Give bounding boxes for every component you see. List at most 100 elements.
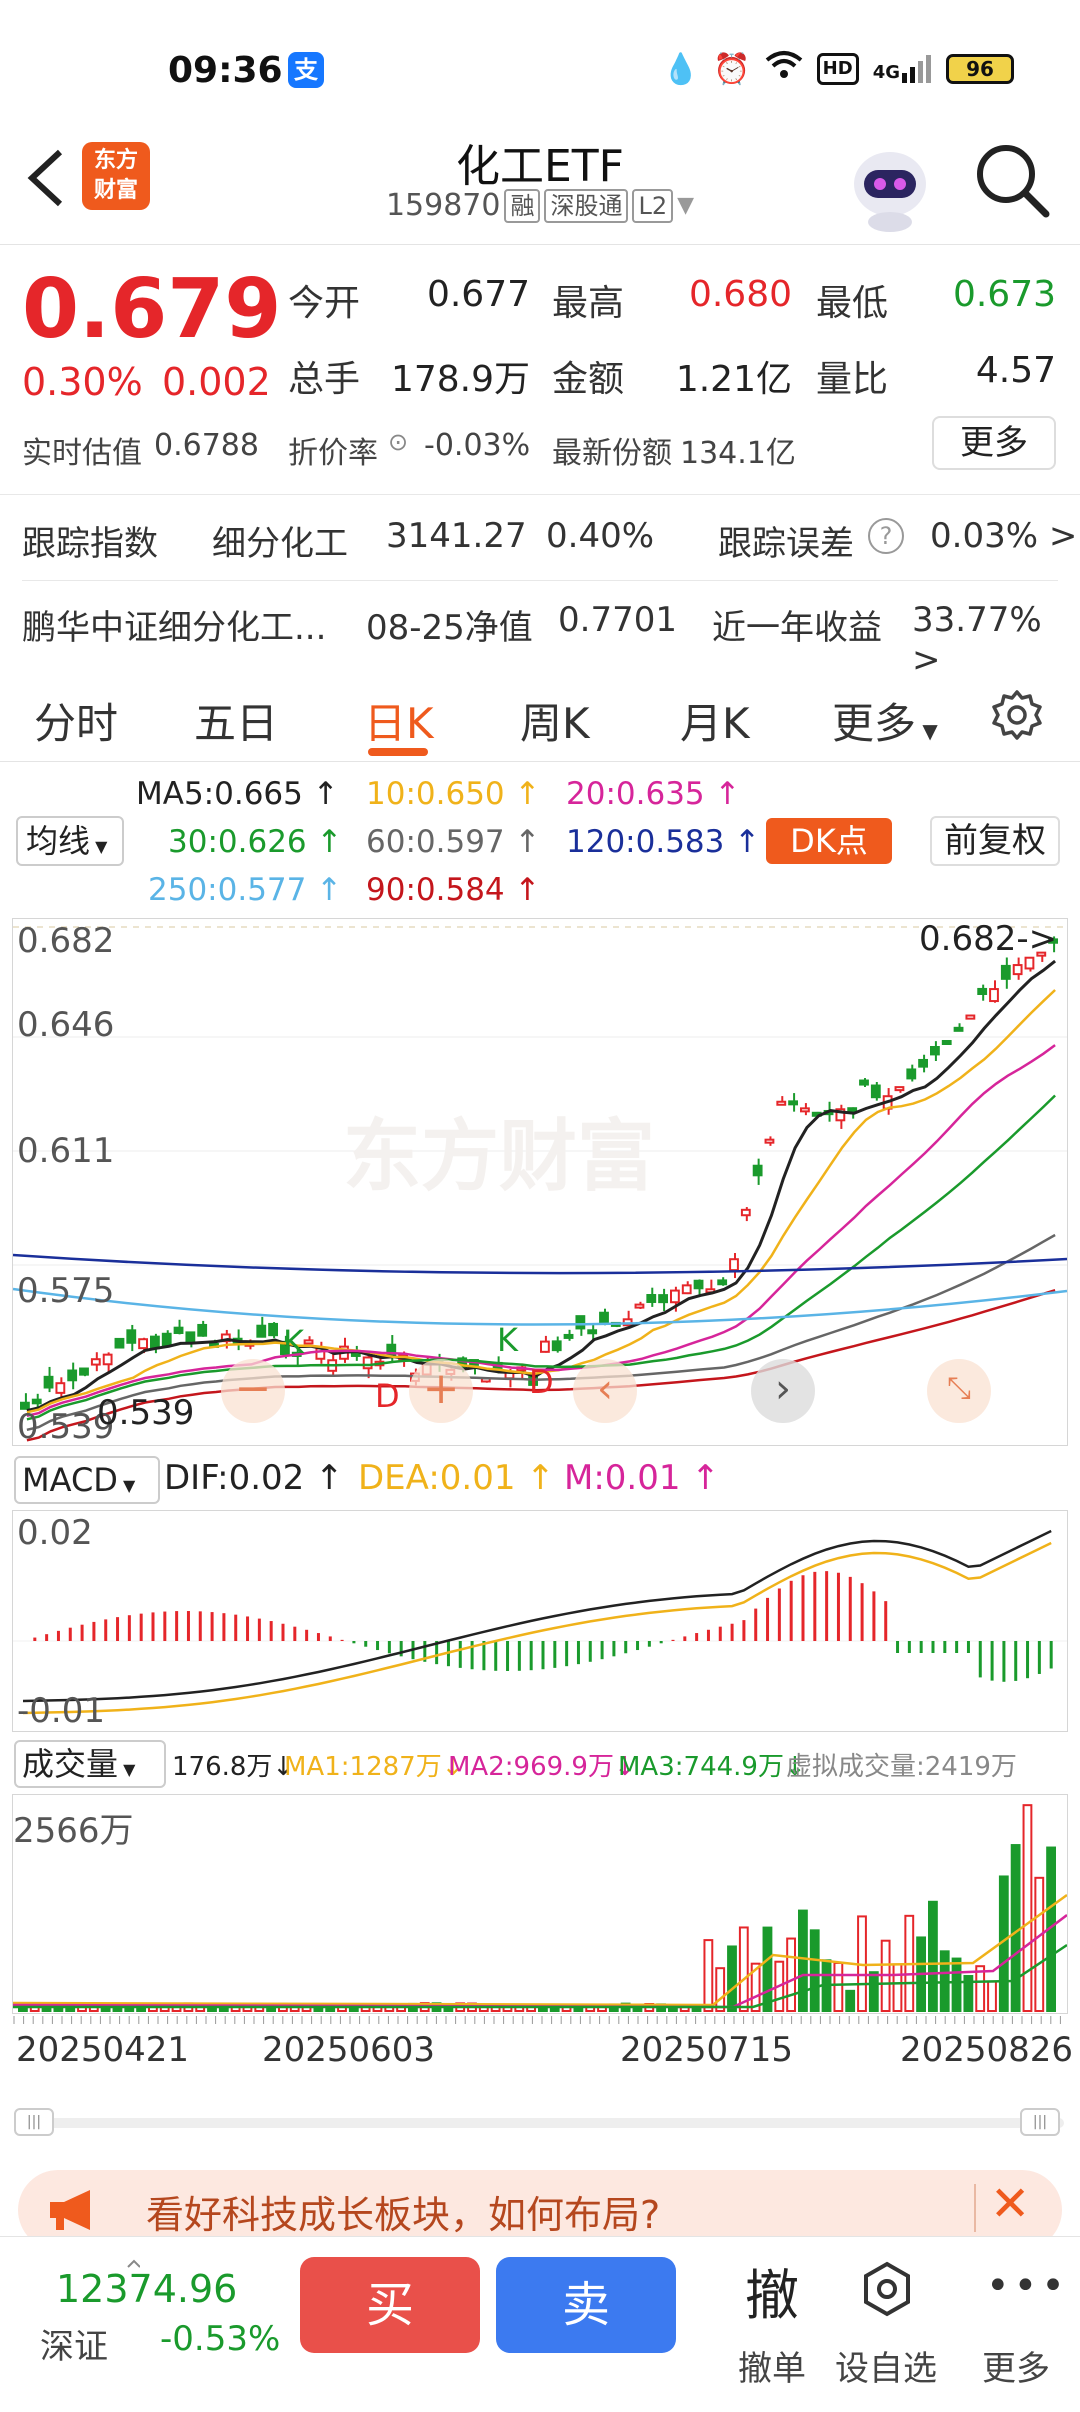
k-marker: K xyxy=(283,1323,304,1361)
page-title: 化工ETF xyxy=(456,141,624,192)
divider xyxy=(0,494,1080,495)
scroll-left-button[interactable]: ‹ xyxy=(573,1359,637,1423)
year-return-value[interactable]: 33.77% > xyxy=(912,600,1042,680)
more-actions-label: 更多 xyxy=(982,2349,1050,2389)
caret-down-icon: ▼ xyxy=(916,719,938,743)
macd-chart[interactable]: 0.02 -0.01 xyxy=(12,1510,1068,1732)
dk-point-button[interactable]: DK点 xyxy=(766,818,892,864)
add-favorite-button[interactable]: 设自选 xyxy=(830,2237,942,2412)
app-logo: 东方 财富 xyxy=(82,142,150,210)
adjust-button[interactable]: 前复权 xyxy=(930,816,1060,866)
zoom-out-button[interactable]: − xyxy=(221,1359,285,1423)
candle-body xyxy=(551,1340,562,1352)
kline-chart[interactable]: 东方财富 0.682 0.646 0.611 0.575 0.539 0.682… xyxy=(12,918,1068,1447)
more-dots-icon: ••• xyxy=(986,2263,1069,2309)
expand-icon: ⤡ xyxy=(947,1371,971,1406)
ma90-label: 90:0.584 ↑ xyxy=(366,872,541,908)
fullscreen-button[interactable]: ⤡ xyxy=(927,1359,991,1423)
kline-plot: 东方财富 xyxy=(13,926,1067,1442)
index-value[interactable]: 12374.96 xyxy=(56,2267,238,2311)
tab-intraday[interactable]: 分时 xyxy=(34,699,119,748)
app-header: 化工ETF 159870 融 深股通 L2 ▼ 东方 财富 xyxy=(0,130,1080,245)
cancel-order-button[interactable]: 撤 撤单 xyxy=(716,2237,828,2412)
volume-selector[interactable]: 成交量 ▼ xyxy=(14,1740,166,1788)
zoom-in-button[interactable]: + xyxy=(409,1359,473,1423)
range-slider[interactable]: ||| ||| xyxy=(14,2108,1064,2136)
close-icon[interactable]: ✕ xyxy=(990,2176,1031,2232)
hexagon-icon xyxy=(864,2261,910,2317)
tracking-error-value[interactable]: 0.03% > xyxy=(930,516,1078,556)
ma30-value: 30:0.626 xyxy=(168,824,307,860)
ma-selector[interactable]: 均线 ▼ xyxy=(16,816,124,866)
y-label-bottom: 0.539 xyxy=(17,1407,115,1447)
settings-button[interactable] xyxy=(990,688,1044,746)
buy-button[interactable]: 买 xyxy=(300,2257,480,2353)
candle-body xyxy=(1012,964,1023,976)
tab-monthly-k[interactable]: 月K xyxy=(680,699,750,748)
tab-five-day[interactable]: 五日 xyxy=(194,699,279,748)
volume-y-top: 2566万 xyxy=(13,1811,134,1851)
stock-subtitle[interactable]: 159870 融 深股通 L2 ▼ xyxy=(0,188,1080,223)
dea-line xyxy=(22,1541,1052,1715)
tracking-index-label: 跟踪指数 xyxy=(22,524,158,564)
macd-selector-label: MACD xyxy=(22,1461,118,1499)
caret-down-icon: ▼ xyxy=(90,837,108,856)
tab-more[interactable]: 更多 ▼ xyxy=(832,690,938,751)
volume-bar xyxy=(1010,1844,1021,2012)
ma10-value: 10:0.650 xyxy=(366,776,505,812)
shares-label: 最新份额 xyxy=(552,436,672,471)
candle-body xyxy=(870,1084,881,1099)
info-icon[interactable]: ⊙ xyxy=(388,428,409,456)
scroll-right-button[interactable]: › xyxy=(751,1359,815,1423)
volume-label: 总手 xyxy=(288,359,361,400)
search-button[interactable] xyxy=(972,140,1052,220)
back-button[interactable] xyxy=(24,148,68,219)
volume-bar xyxy=(1034,1876,1045,2012)
y-label-top: 0.682 xyxy=(17,921,115,961)
tracking-index-name[interactable]: 细分化工 xyxy=(212,524,348,564)
candle-body xyxy=(1036,951,1047,957)
more-quote-button[interactable]: 更多 xyxy=(932,416,1056,470)
x-date-2: 20250603 xyxy=(262,2030,436,2070)
active-tab-indicator xyxy=(368,748,428,756)
macd-y-top: 0.02 xyxy=(17,1513,93,1553)
range-handle-right[interactable]: ||| xyxy=(1020,2108,1060,2136)
candle-body xyxy=(859,1079,869,1086)
ma-line xyxy=(26,1094,1056,1421)
tab-daily-k[interactable]: 日K xyxy=(364,699,434,748)
candle-body xyxy=(90,1358,101,1366)
open-value: 0.677 xyxy=(426,274,530,315)
macd-selector[interactable]: MACD ▼ xyxy=(14,1456,160,1504)
volume-bar xyxy=(798,1909,808,2012)
tracking-index-pct: 0.40% xyxy=(546,516,655,556)
divider xyxy=(974,2184,976,2232)
candle-body xyxy=(575,1315,586,1330)
range-track xyxy=(14,2118,1064,2128)
change-value: 0.002 xyxy=(162,360,271,404)
candle-body xyxy=(918,1058,929,1068)
tab-weekly-k[interactable]: 周K xyxy=(520,699,590,748)
min-price-marker: 0.539 xyxy=(97,1393,195,1433)
volume-bar xyxy=(845,1989,856,2012)
volume-chart[interactable]: 2566万 xyxy=(12,1794,1068,2014)
candle-body xyxy=(587,1329,598,1335)
volume-bar xyxy=(963,1975,974,2012)
volume-bar xyxy=(715,1967,726,2012)
volume-bar xyxy=(951,1957,962,2013)
range-handle-left[interactable]: ||| xyxy=(14,2108,54,2136)
candle-body xyxy=(776,1100,787,1106)
nav-label: 08-25净值 xyxy=(366,608,533,648)
low-label: 最低 xyxy=(816,283,889,324)
assistant-robot-icon[interactable] xyxy=(840,136,940,236)
watermark: 东方财富 xyxy=(343,1113,655,1200)
more-actions-button[interactable]: ••• 更多 xyxy=(960,2237,1072,2412)
x-date-1: 20250421 xyxy=(16,2030,190,2070)
alarm-icon: ⏰ xyxy=(713,51,751,87)
hd-icon: HD xyxy=(816,53,859,85)
help-icon[interactable]: ? xyxy=(868,518,904,554)
candle-body xyxy=(1048,938,1058,944)
sell-button[interactable]: 卖 xyxy=(496,2257,676,2353)
current-price: 0.679 xyxy=(22,262,282,357)
fund-name[interactable]: 鹏华中证细分化工... xyxy=(22,608,327,648)
volume-ma2: MA2:969.9万↓ xyxy=(448,1752,636,1782)
